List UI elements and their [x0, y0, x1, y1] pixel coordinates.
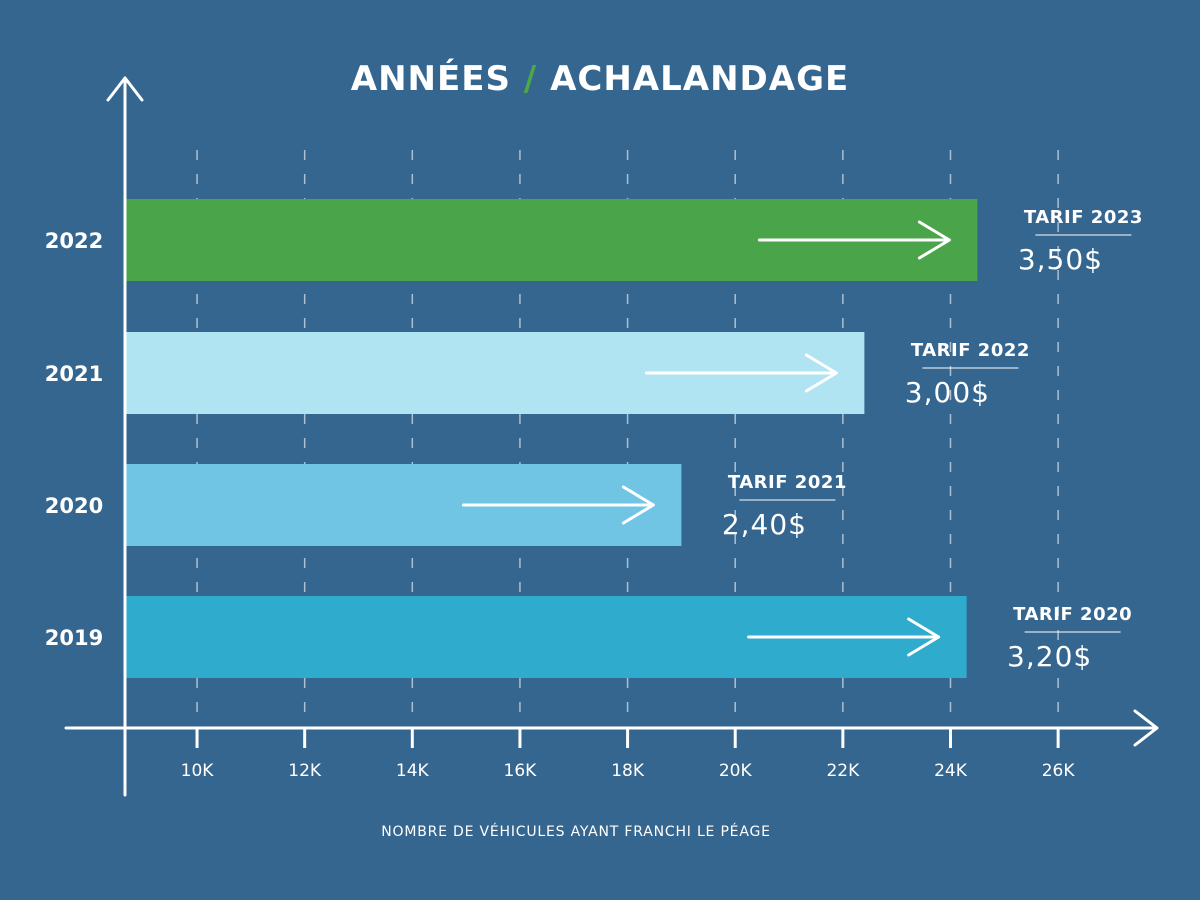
x-tick-label: 24K	[934, 761, 968, 781]
annotation-label: TARIF 2022	[911, 340, 1030, 361]
y-tick-label: 2020	[45, 494, 103, 518]
arrow	[747, 617, 941, 657]
annotation-text: 3,50$	[1018, 243, 1103, 276]
title-part: ACHALANDAGE	[550, 59, 849, 99]
x-tick-label: 26K	[1042, 761, 1076, 781]
y-tick-label: 2019	[45, 626, 103, 650]
x-axis	[64, 709, 1159, 747]
arrow	[757, 220, 951, 260]
annotation-label: TARIF 2023	[1024, 207, 1143, 228]
x-tick-label: 18K	[611, 761, 645, 781]
title-part: ANNÉES	[351, 58, 511, 99]
annotation-text: 3,20$	[1007, 640, 1092, 673]
y-tick-label: 2022	[45, 229, 103, 253]
annotation-text: 3,00$	[905, 376, 990, 409]
arrow	[644, 353, 838, 393]
arrow	[461, 485, 655, 525]
x-tick-label: 14K	[396, 761, 430, 781]
x-tick-label: 10K	[181, 761, 215, 781]
annotation-label: TARIF 2020	[1013, 604, 1132, 625]
annotation-label: TARIF 2021	[728, 472, 847, 493]
x-tick-label: 20K	[719, 761, 753, 781]
x-tick-label: 22K	[826, 761, 860, 781]
annotation-text: 2,40$	[722, 508, 807, 541]
chart-title: ANNÉES / ACHALANDAGE	[351, 58, 849, 99]
x-tick-label: 16K	[504, 761, 538, 781]
x-tick-label: 12K	[288, 761, 322, 781]
y-axis	[106, 76, 144, 797]
y-tick-label: 2021	[45, 362, 103, 386]
x-axis-label: NOMBRE DE VÉHICULES AYANT FRANCHI LE PÉA…	[381, 823, 771, 840]
title-part: /	[524, 59, 537, 99]
